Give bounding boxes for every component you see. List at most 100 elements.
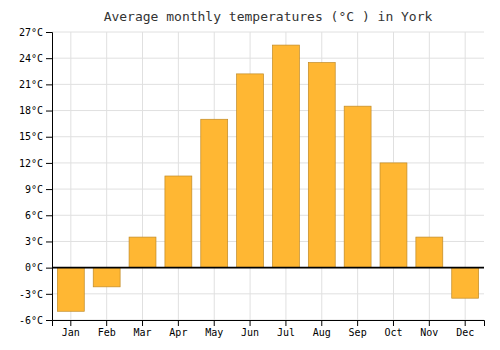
x-tick-mark <box>142 320 143 326</box>
x-tick-label: Dec <box>456 327 474 338</box>
y-tick-label: 6°C <box>25 210 43 221</box>
x-tick-label: Oct <box>384 327 402 338</box>
y-tick: 27°C <box>19 27 52 38</box>
x-tick: Feb <box>98 320 116 338</box>
x-tick-mark <box>70 320 71 326</box>
grid-line <box>52 293 484 294</box>
y-tick-mark <box>46 320 52 321</box>
x-tick-mark <box>429 320 430 326</box>
x-tick-label: May <box>205 327 223 338</box>
bar <box>57 268 84 312</box>
x-tick-mark <box>357 320 358 326</box>
x-tick-label: Sep <box>349 327 367 338</box>
grid-line <box>52 215 484 216</box>
bar <box>308 63 335 268</box>
y-tick: 18°C <box>19 105 52 116</box>
y-axis-line <box>46 33 53 321</box>
y-tick-label: 27°C <box>19 27 43 38</box>
x-tick: Sep <box>349 320 367 338</box>
zero-line <box>52 267 484 269</box>
grid-line <box>142 32 143 320</box>
y-tick-mark <box>46 268 52 269</box>
bar <box>416 237 443 268</box>
x-tick-label: Jan <box>62 327 80 338</box>
y-tick-label: 24°C <box>19 53 43 64</box>
y-tick-label: 9°C <box>25 184 43 195</box>
y-tick: -6°C <box>19 315 52 326</box>
grid-line <box>429 32 430 320</box>
y-tick-label: 3°C <box>25 236 43 247</box>
y-tick-label: 12°C <box>19 158 43 169</box>
x-tick: May <box>205 320 223 338</box>
x-tick: Nov <box>420 320 438 338</box>
x-tick: Dec <box>456 320 474 338</box>
grid-line <box>52 84 484 85</box>
x-tick: Jun <box>241 320 259 338</box>
x-tick: Oct <box>384 320 402 338</box>
y-tick-mark <box>46 111 52 112</box>
y-tick-mark <box>46 32 52 33</box>
x-tick: Jan <box>62 320 80 338</box>
y-tick: 24°C <box>19 53 52 64</box>
y-tick-mark <box>46 84 52 85</box>
x-tick-label: Aug <box>313 327 331 338</box>
grid-line <box>52 267 484 268</box>
x-tick-mark <box>321 320 322 326</box>
bar <box>380 163 407 268</box>
x-tick: Jul <box>277 320 295 338</box>
bars <box>57 45 478 311</box>
y-tick-mark <box>46 58 52 59</box>
x-tick-mark <box>465 320 466 326</box>
bar <box>201 119 228 267</box>
y-tick-mark <box>46 163 52 164</box>
x-axis-line <box>53 321 485 327</box>
bar <box>165 176 192 268</box>
x-tick-label: Jul <box>277 327 295 338</box>
x-tick-label: Jun <box>241 327 259 338</box>
y-tick-mark <box>46 137 52 138</box>
x-tick-label: Apr <box>169 327 187 338</box>
grid-line <box>52 136 484 137</box>
x-tick-mark <box>393 320 394 326</box>
y-tick: 21°C <box>19 79 52 90</box>
plot: -6°C -3°C 0°C 3°C 6°C 9°C 12°C 15°C 18°C 21°C 24°C… <box>19 27 485 338</box>
x-tick-label: Mar <box>133 327 151 338</box>
x-tick-mark <box>285 320 286 326</box>
x-tick: Mar <box>133 320 151 338</box>
y-tick: 3°C <box>25 236 52 247</box>
x-axis: Jan Feb Mar Apr May Jun Jul Aug Sep Oct Nov Dec <box>53 320 485 338</box>
y-tick-label: -3°C <box>19 289 43 300</box>
x-tick-mark <box>106 320 107 326</box>
bar <box>237 74 264 268</box>
y-tick: 6°C <box>25 210 52 221</box>
y-axis: -6°C -3°C 0°C 3°C 6°C 9°C 12°C 15°C 18°C 21°C 24°C… <box>19 27 53 326</box>
grid <box>52 32 484 320</box>
y-tick-label: 15°C <box>19 131 43 142</box>
x-tick-mark <box>214 320 215 326</box>
title: Average monthly temperatures (°C ) in Yo… <box>104 9 433 24</box>
bar <box>272 45 299 268</box>
y-tick-mark <box>46 215 52 216</box>
bar <box>129 237 156 268</box>
bar <box>93 268 120 287</box>
y-tick-label: 21°C <box>19 79 43 90</box>
grid-line <box>52 58 484 59</box>
x-tick-label: Feb <box>98 327 116 338</box>
chart: -6°C -3°C 0°C 3°C 6°C 9°C 12°C 15°C 18°C 21°C 24°C… <box>0 0 500 350</box>
x-tick: Apr <box>169 320 187 338</box>
y-tick: 9°C <box>25 184 52 195</box>
x-tick: Aug <box>313 320 331 338</box>
y-tick-mark <box>46 294 52 295</box>
y-tick-mark <box>46 241 52 242</box>
y-tick-mark <box>46 189 52 190</box>
y-tick: 0°C <box>25 262 52 273</box>
y-tick-label: -6°C <box>19 315 43 326</box>
y-tick-label: 18°C <box>19 105 43 116</box>
grid-line <box>52 110 484 111</box>
x-tick-mark <box>250 320 251 326</box>
grid-line <box>52 32 484 33</box>
grid-line <box>52 189 484 190</box>
y-tick: 12°C <box>19 158 52 169</box>
y-tick: 15°C <box>19 131 52 142</box>
bar <box>452 268 479 299</box>
